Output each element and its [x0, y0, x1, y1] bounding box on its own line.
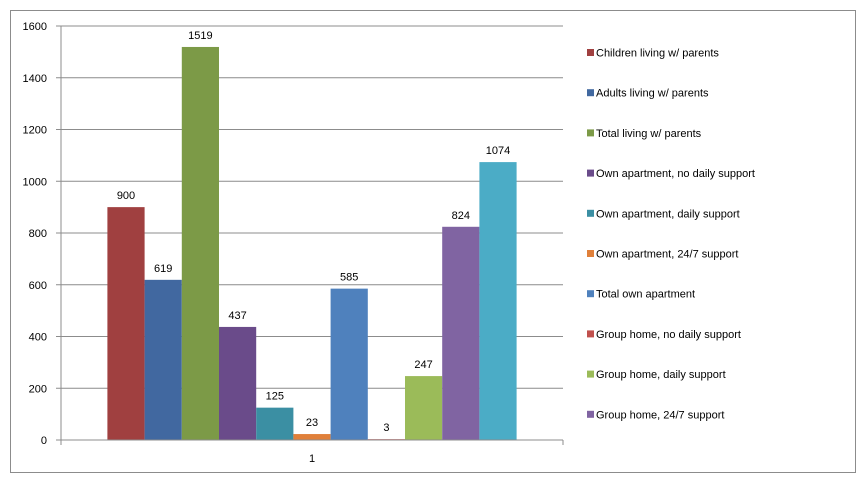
bar [256, 407, 294, 440]
data-label: 23 [306, 417, 318, 429]
legend-swatch [587, 250, 594, 257]
bar [330, 288, 368, 440]
chart-frame: 900 619 1519 437 125 23 585 3 247 824 1074 0 200 400… [10, 10, 856, 473]
legend-swatch [587, 370, 594, 378]
legend-label: Own apartment, 24/7 support [596, 249, 738, 261]
x-tick-label: 1 [309, 453, 315, 465]
legend-swatch [587, 410, 594, 418]
data-label: 1519 [188, 30, 212, 42]
legend-label: Own apartment, daily support [596, 208, 740, 220]
data-label: 900 [117, 190, 135, 202]
y-tick-label: 0 [41, 435, 47, 447]
data-label: 3 [383, 422, 389, 434]
y-tick-label: 600 [29, 280, 47, 292]
legend-label: Group home, daily support [596, 369, 726, 381]
legend-label: Children living w/ parents [596, 48, 719, 60]
legend-label: Adults living w/ parents [596, 88, 709, 100]
bar [405, 376, 443, 440]
bar [442, 226, 480, 440]
y-tick-label: 1000 [23, 176, 47, 188]
data-label: 824 [452, 210, 470, 222]
legend-swatch [587, 209, 594, 217]
data-label: 619 [154, 263, 172, 275]
legend-label: Total living w/ parents [596, 128, 702, 140]
data-label: 585 [340, 272, 358, 284]
legend-label: Group home, 24/7 support [596, 409, 724, 421]
legend-swatch [587, 129, 594, 137]
y-tick-label: 200 [29, 383, 47, 395]
legend-label: Total own apartment [596, 289, 695, 301]
bar [181, 46, 219, 441]
data-label: 125 [266, 391, 284, 403]
y-tick-label: 1400 [23, 73, 47, 85]
y-tick-label: 1200 [23, 125, 47, 137]
y-tick-label: 1600 [23, 21, 47, 33]
legend-swatch [587, 290, 594, 298]
bar [107, 207, 145, 440]
legend-label: Group home, no daily support [596, 329, 741, 341]
legend-swatch [587, 330, 594, 338]
legend-label: Own apartment, no daily support [596, 168, 755, 180]
bar [479, 162, 517, 441]
bar [144, 279, 182, 440]
bar [219, 326, 257, 440]
bar-chart: 900 619 1519 437 125 23 585 3 247 824 1074 0 200 400… [23, 21, 755, 465]
data-label: 1074 [486, 145, 510, 157]
y-tick-label: 400 [29, 332, 47, 344]
data-label: 437 [228, 310, 246, 322]
legend-swatch [587, 89, 594, 97]
bar [293, 434, 331, 440]
legend-swatch [587, 49, 594, 56]
y-tick-label: 800 [29, 228, 47, 240]
data-label: 247 [414, 359, 432, 371]
legend-swatch [587, 169, 594, 177]
